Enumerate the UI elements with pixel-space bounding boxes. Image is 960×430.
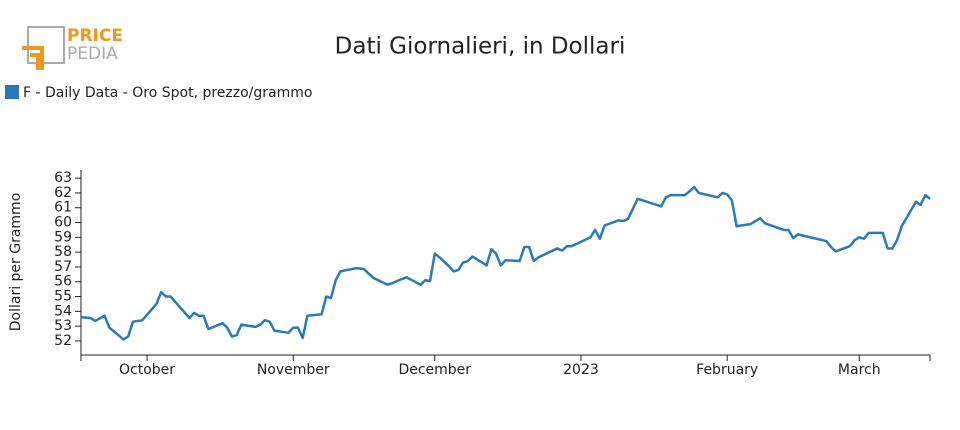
chart-title: Dati Giornalieri, in Dollari xyxy=(335,34,626,60)
y-tick-label: 62 xyxy=(54,185,72,201)
y-tick-label: 63 xyxy=(54,170,72,186)
y-tick-label: 55 xyxy=(54,289,72,305)
x-tick-label: March xyxy=(838,362,881,378)
data-line xyxy=(80,185,931,341)
legend-label: F - Daily Data - Oro Spot, prezzo/grammo xyxy=(23,85,312,101)
logo-text: PRICE xyxy=(67,26,123,46)
logo-shape xyxy=(22,46,44,70)
y-tick-label: 57 xyxy=(54,259,72,275)
y-tick-label: 59 xyxy=(54,229,72,245)
y-tick-label: 53 xyxy=(54,318,72,334)
y-tick-label: 54 xyxy=(54,303,72,319)
x-tick-label: October xyxy=(119,362,175,378)
y-axis-label: Dollari per Grammo xyxy=(8,193,24,332)
y-tick-label: 52 xyxy=(54,333,72,349)
y-tick-label: 60 xyxy=(54,215,72,231)
legend-swatch xyxy=(5,85,19,99)
x-tick-label: 2023 xyxy=(563,362,599,378)
logo-shape xyxy=(27,26,65,64)
logo-text: PEDIA xyxy=(67,44,118,64)
y-tick-label: 56 xyxy=(54,274,72,290)
x-tick-label: November xyxy=(257,362,330,378)
y-tick-label: 61 xyxy=(54,200,72,216)
logo: PRICE PEDIA xyxy=(22,26,123,70)
y-tick-label: 58 xyxy=(54,244,72,260)
x-tick-label: February xyxy=(696,362,758,378)
x-tick-label: December xyxy=(398,362,471,378)
